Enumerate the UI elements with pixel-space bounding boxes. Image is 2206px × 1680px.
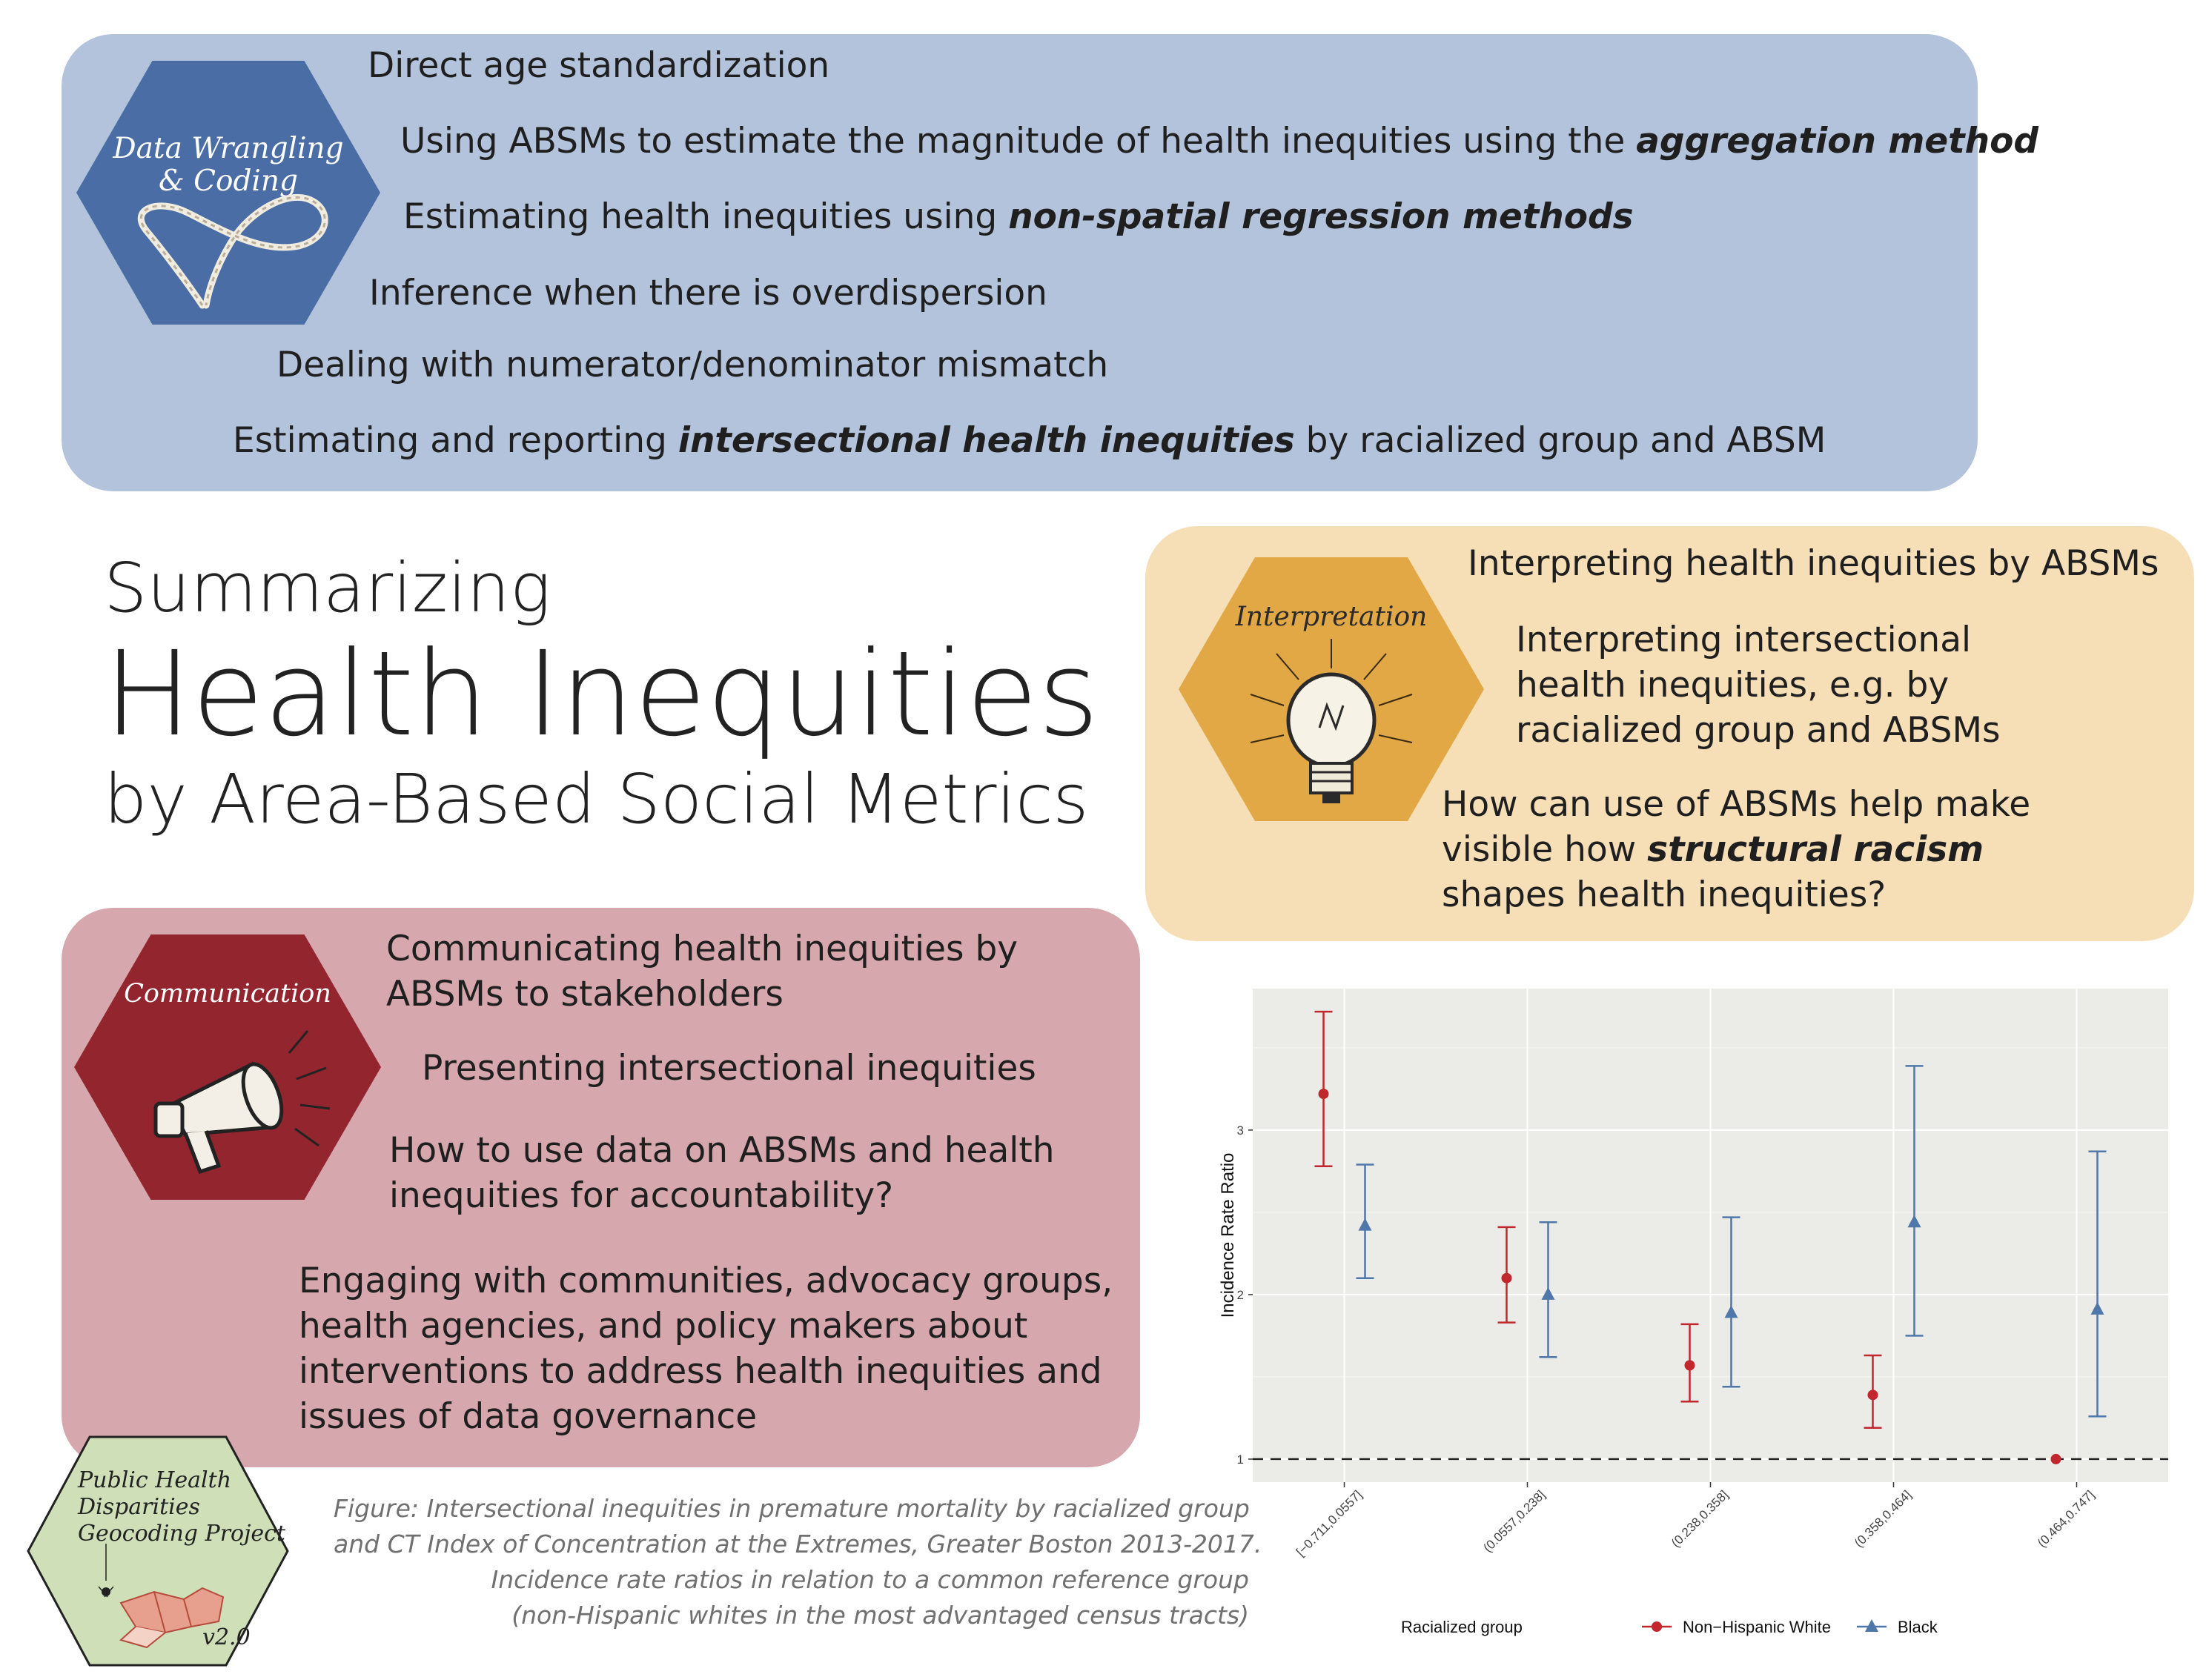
wrangling-item-6: Estimating and reporting intersectional … bbox=[233, 420, 1826, 461]
data-point-white bbox=[1318, 1089, 1329, 1100]
incidence-rate-ratio-chart: 1 2 3 [−0.711,0.0557] (0.0557,0.238] (0.238,0… bbox=[1218, 989, 2168, 1636]
logo-version: v2.0 bbox=[202, 1624, 251, 1650]
data-wrangling-hex-title-2: & Coding bbox=[159, 165, 298, 198]
data-point-black bbox=[2090, 1301, 2104, 1315]
logo-line-3: Geocoding Project bbox=[78, 1521, 286, 1547]
data-point-black bbox=[1541, 1286, 1555, 1300]
legend-title: Racialized group bbox=[1401, 1618, 1523, 1636]
data-point-white bbox=[1684, 1360, 1695, 1371]
legend-key-circle bbox=[1652, 1621, 1662, 1632]
interp-item-1: Interpreting health inequities by ABSMs bbox=[1468, 543, 2159, 584]
x-tick-label: (0.238,0.358] bbox=[1669, 1487, 1731, 1550]
data-point-black bbox=[1907, 1215, 1921, 1228]
wrangling-item-4: Inference when there is overdispersion bbox=[369, 273, 1047, 313]
y-tick-label: 1 bbox=[1237, 1452, 1244, 1467]
legend-label: Black bbox=[1898, 1618, 1938, 1636]
caption-line-3: Incidence rate ratios in relation to a c… bbox=[491, 1565, 1249, 1594]
interpretation-hex-title: Interpretation bbox=[1235, 602, 1428, 632]
communication-panel: Communication Communicating health inequ… bbox=[62, 908, 1140, 1467]
lightbulb-icon bbox=[1250, 639, 1413, 803]
interp-item-2: Interpreting intersectional health inequ… bbox=[1516, 620, 2001, 751]
caption-line-2: and CT Index of Concentration at the Ext… bbox=[334, 1530, 1262, 1558]
wrangling-item-5: Dealing with numerator/denominator misma… bbox=[276, 345, 1109, 385]
y-tick-label: 2 bbox=[1237, 1288, 1244, 1302]
figure-caption: Figure: Intersectional inequities in pre… bbox=[334, 1491, 1262, 1633]
wrangling-item-1: Direct age standardization bbox=[368, 45, 830, 86]
communication-hexagon: Communication bbox=[74, 934, 381, 1200]
data-wrangling-hex-title-1: Data Wrangling bbox=[113, 132, 344, 165]
x-tick-label: (0.358,0.464] bbox=[1852, 1487, 1914, 1550]
y-tick-label: 3 bbox=[1237, 1123, 1244, 1138]
communication-hex-title: Communication bbox=[124, 979, 331, 1009]
logo-line-1: Public Health bbox=[77, 1467, 231, 1493]
wrangling-item-2: Using ABSMs to estimate the magnitude of… bbox=[400, 121, 2039, 162]
legend-key-triangle bbox=[1865, 1619, 1878, 1632]
interpretation-panel: Interpretation Interpreting health inequ… bbox=[1145, 526, 2194, 941]
y-axis-title: Incidence Rate Ratio bbox=[1218, 1153, 1238, 1318]
x-tick-label: (0.0557,0.238] bbox=[1480, 1487, 1548, 1555]
data-point-black bbox=[1724, 1305, 1738, 1318]
data-point-white bbox=[1867, 1390, 1878, 1401]
wrangling-item-3: Estimating health inequities using non-s… bbox=[403, 196, 1634, 237]
caption-line-4: (non-Hispanic whites in the most advanta… bbox=[511, 1601, 1249, 1630]
pHDGP-logo: Public Health Disparities Geocoding Proj… bbox=[27, 1435, 289, 1667]
spider-icon bbox=[102, 1587, 110, 1596]
comm-item-3: How to use data on ABSMs and health ineq… bbox=[389, 1130, 1055, 1216]
data-wrangling-hexagon: Data Wrangling & Coding bbox=[76, 61, 380, 325]
data-point-white bbox=[1501, 1272, 1512, 1284]
comm-item-4: Engaging with communities, advocacy grou… bbox=[299, 1261, 1113, 1437]
title-health-inequities: Health Inequities bbox=[104, 626, 1099, 763]
data-point-black bbox=[1358, 1218, 1372, 1231]
x-tick-label: (0.464,0.747] bbox=[2035, 1487, 2097, 1550]
interpretation-hexagon: Interpretation bbox=[1179, 557, 1484, 821]
data-point-white bbox=[2050, 1453, 2061, 1464]
legend-label: Non−Hispanic White bbox=[1683, 1618, 1831, 1636]
megaphone-icon bbox=[153, 1030, 331, 1175]
rope-icon bbox=[137, 194, 328, 309]
comm-item-1: Communicating health inequities by ABSMs… bbox=[386, 929, 1018, 1015]
interp-item-3: How can use of ABSMs help make visible h… bbox=[1442, 784, 2031, 915]
comm-item-2: Presenting intersectional inequities bbox=[422, 1048, 1036, 1089]
data-wrangling-panel: Data Wrangling & Coding Direct age stand… bbox=[62, 34, 2038, 491]
title-subtitle: by Area-Based Social Metrics bbox=[104, 760, 1089, 839]
caption-line-1: Figure: Intersectional inequities in pre… bbox=[334, 1494, 1250, 1523]
title-summarizing: Summarizing bbox=[104, 548, 552, 628]
logo-line-2: Disparities bbox=[77, 1494, 200, 1520]
x-tick-label: [−0.711,0.0557] bbox=[1294, 1487, 1365, 1558]
